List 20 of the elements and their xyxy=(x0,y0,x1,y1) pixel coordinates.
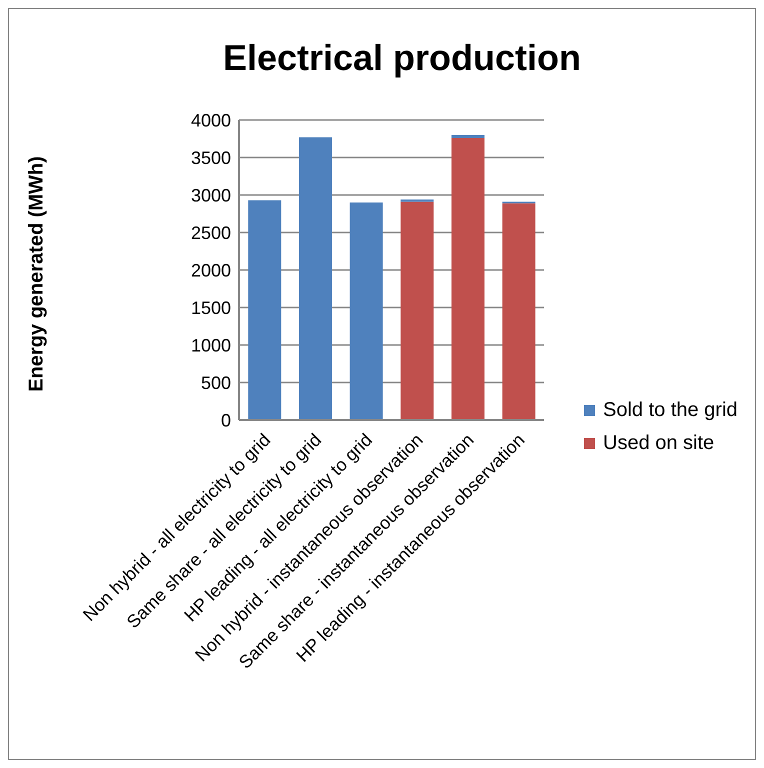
bar xyxy=(451,138,484,420)
legend-label: Sold to the grid xyxy=(603,399,738,422)
bar xyxy=(350,202,383,420)
bar xyxy=(298,137,332,420)
bar xyxy=(451,135,484,138)
y-tick-label: 3000 xyxy=(190,185,231,206)
legend-label: Used on site xyxy=(603,432,714,455)
y-tick-label: 3500 xyxy=(190,148,231,168)
y-tick-label: 4000 xyxy=(190,110,231,130)
y-axis-title: Energy generated (MWh) xyxy=(26,156,48,392)
bar xyxy=(248,200,282,420)
y-tick-label: 500 xyxy=(200,372,231,393)
bar xyxy=(502,203,536,420)
y-tick-label: 2000 xyxy=(190,260,231,280)
y-tick-label: 0 xyxy=(220,410,231,430)
y-tick-label: 1500 xyxy=(190,298,231,318)
y-tick-label: 1000 xyxy=(190,335,231,356)
y-tick-label: 2500 xyxy=(190,222,231,243)
chart-title: Electrical production xyxy=(222,37,582,79)
bar xyxy=(400,202,434,420)
